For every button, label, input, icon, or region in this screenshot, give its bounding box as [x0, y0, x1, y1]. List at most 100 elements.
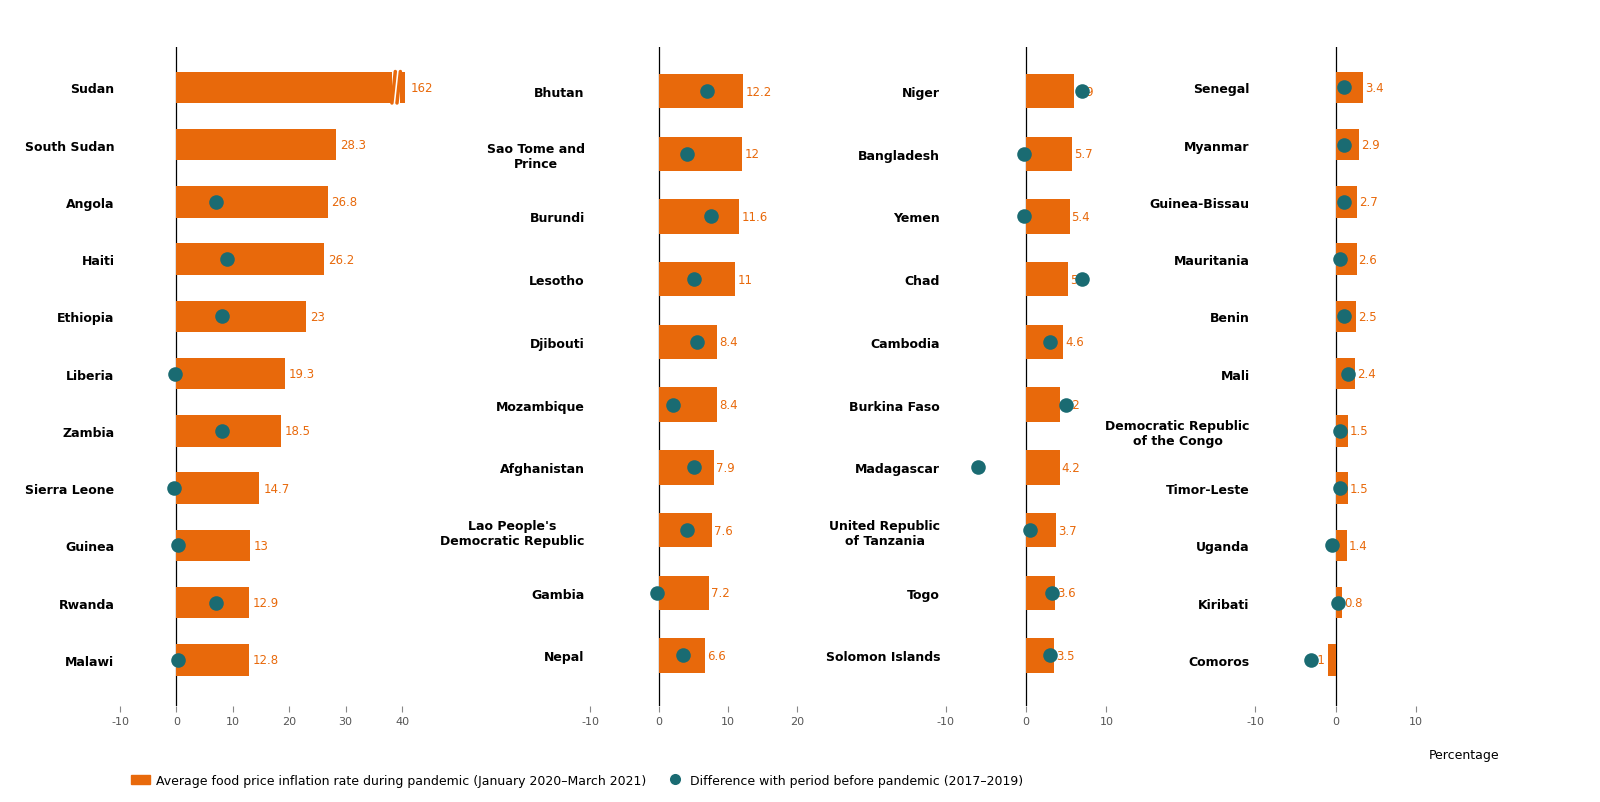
Point — [1299, 654, 1325, 666]
Text: 2.4: 2.4 — [1357, 367, 1376, 381]
Text: 23: 23 — [310, 310, 325, 323]
Text: Percentage: Percentage — [1429, 748, 1499, 761]
Text: 0.8: 0.8 — [1344, 597, 1363, 610]
Point — [1318, 539, 1344, 552]
Point — [645, 586, 670, 599]
Bar — [659, 576, 709, 610]
Bar — [1336, 72, 1363, 104]
Point — [1053, 399, 1078, 411]
Bar — [659, 326, 717, 360]
Point — [682, 273, 707, 286]
Text: 26.2: 26.2 — [328, 253, 354, 266]
Text: 12: 12 — [744, 148, 760, 161]
Text: 19.3: 19.3 — [290, 367, 315, 381]
Point — [1326, 253, 1352, 266]
Text: 13: 13 — [254, 539, 269, 552]
Text: 18.5: 18.5 — [285, 425, 310, 438]
Bar — [659, 638, 704, 673]
Bar — [659, 262, 734, 297]
Text: 6.6: 6.6 — [707, 649, 726, 662]
Point — [1037, 650, 1062, 662]
Bar — [176, 530, 250, 561]
Bar — [1336, 187, 1357, 218]
Bar — [659, 75, 744, 109]
Bar — [1026, 451, 1059, 485]
Point — [214, 253, 240, 266]
Point — [160, 482, 186, 495]
Bar — [392, 71, 400, 105]
Point — [1331, 310, 1357, 323]
Bar — [1026, 388, 1059, 423]
Point — [1069, 86, 1094, 99]
Point — [1038, 586, 1064, 599]
Bar — [1336, 244, 1357, 275]
Bar — [1336, 358, 1355, 390]
Point — [682, 461, 707, 474]
Bar — [176, 72, 405, 104]
Bar — [1026, 513, 1056, 548]
Bar — [659, 451, 714, 485]
Point — [1018, 524, 1043, 537]
Point — [1011, 211, 1037, 224]
Point — [203, 196, 229, 209]
Bar — [176, 472, 259, 504]
Bar — [176, 244, 325, 275]
Bar — [659, 388, 717, 423]
Point — [165, 539, 190, 552]
Text: 5.9: 5.9 — [1075, 86, 1094, 99]
Text: 1.5: 1.5 — [1349, 425, 1368, 438]
Text: 5.2: 5.2 — [1070, 273, 1088, 286]
Point — [203, 597, 229, 610]
Point — [1069, 273, 1094, 286]
Text: 162: 162 — [411, 82, 434, 95]
Text: 5.4: 5.4 — [1072, 211, 1090, 224]
Point — [674, 524, 699, 537]
Bar — [1026, 137, 1072, 172]
Text: 12.8: 12.8 — [253, 654, 278, 666]
Point — [670, 650, 696, 662]
Text: 7.2: 7.2 — [712, 586, 730, 600]
Point — [694, 86, 720, 99]
Bar — [176, 358, 285, 390]
Text: -1: -1 — [1314, 654, 1326, 666]
Point — [1326, 482, 1352, 495]
Bar — [1336, 472, 1347, 504]
Text: 14.7: 14.7 — [264, 482, 290, 495]
Bar — [1336, 130, 1358, 161]
Text: 4.2: 4.2 — [1062, 461, 1080, 474]
Text: 3.7: 3.7 — [1058, 524, 1077, 537]
Bar — [1336, 302, 1355, 333]
Point — [1334, 367, 1360, 380]
Point — [685, 336, 710, 349]
Text: 2.7: 2.7 — [1360, 196, 1378, 209]
Point — [162, 367, 187, 380]
Bar — [176, 302, 306, 333]
Text: 4.6: 4.6 — [1066, 336, 1083, 349]
Text: 26.8: 26.8 — [331, 196, 357, 209]
Text: 11.6: 11.6 — [741, 211, 768, 224]
Point — [1331, 82, 1357, 95]
Bar — [1336, 587, 1342, 618]
Point — [965, 461, 990, 474]
Text: 28.3: 28.3 — [339, 139, 366, 152]
Text: 3.5: 3.5 — [1056, 649, 1075, 662]
Bar — [1328, 644, 1336, 676]
Legend: Average food price inflation rate during pandemic (January 2020–March 2021), Dif: Average food price inflation rate during… — [126, 769, 1029, 792]
Text: 1.5: 1.5 — [1349, 482, 1368, 495]
Bar — [1026, 75, 1074, 109]
Text: 2.9: 2.9 — [1362, 139, 1379, 152]
Point — [1326, 425, 1352, 438]
Bar — [176, 644, 248, 676]
Text: 3.6: 3.6 — [1058, 586, 1075, 600]
Point — [698, 211, 723, 224]
Text: 4.2: 4.2 — [1062, 399, 1080, 411]
Text: 12.2: 12.2 — [746, 86, 771, 99]
Bar — [176, 187, 328, 218]
Point — [165, 654, 190, 666]
Text: 5.7: 5.7 — [1074, 148, 1093, 161]
Point — [661, 399, 686, 411]
Text: 12.9: 12.9 — [253, 597, 280, 610]
Bar — [176, 130, 336, 161]
Bar — [1026, 576, 1054, 610]
Point — [674, 148, 699, 161]
